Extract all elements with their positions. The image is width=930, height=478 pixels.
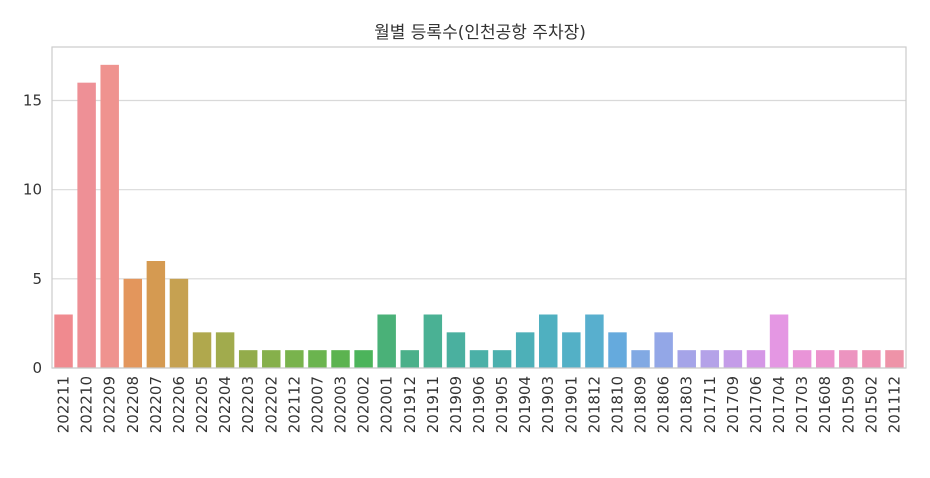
x-tick-label: 201703: [793, 376, 811, 433]
y-tick-label: 15: [23, 92, 42, 110]
bar-202002: [354, 350, 373, 368]
bar-201711: [700, 350, 720, 368]
bar-201704: [769, 314, 789, 368]
bar-201703: [792, 350, 812, 368]
x-tick-label: 201704: [770, 376, 788, 433]
bar-201809: [631, 350, 650, 368]
bar-202206: [169, 278, 189, 368]
bar-202112: [285, 350, 304, 368]
x-tick-label: 202007: [308, 376, 326, 433]
x-tick-label: 201706: [747, 376, 765, 433]
bars: [54, 64, 904, 369]
bar-201706: [746, 350, 766, 368]
bar-201709: [723, 350, 743, 368]
x-tick-label: 202001: [378, 376, 396, 433]
x-tick-label: 202209: [101, 376, 119, 433]
bar-202210: [77, 82, 96, 369]
bar-202007: [308, 350, 327, 368]
x-tick-label: 201904: [516, 376, 534, 433]
bar-201112: [885, 350, 904, 368]
bar-202001: [377, 314, 396, 368]
bar-201911: [423, 314, 443, 368]
x-tick-label: 201909: [447, 376, 465, 433]
bar-201903: [539, 314, 558, 368]
bar-202202: [262, 350, 281, 368]
x-tick-label: 201911: [424, 376, 442, 433]
x-tick-label: 201709: [724, 376, 742, 433]
x-tick-label: 202210: [78, 376, 96, 433]
x-tick-label: 202204: [216, 376, 234, 433]
bar-201608: [815, 350, 835, 368]
x-tick-label: 201608: [816, 376, 834, 433]
x-tick-label: 202211: [55, 376, 73, 433]
bar-202203: [238, 350, 258, 368]
x-tick-label: 202203: [239, 376, 257, 433]
x-tick-label: 201906: [470, 376, 488, 433]
bar-201803: [677, 350, 696, 368]
x-axis-ticks: 202211 202210 202209 202208 202207 202206 2022…: [55, 376, 904, 433]
x-tick-label: 201803: [678, 376, 696, 433]
y-axis-ticks: 0 5 10 15: [23, 92, 42, 378]
x-tick-label: 201905: [493, 376, 511, 433]
x-tick-label: 202202: [262, 376, 280, 433]
x-tick-label: 201711: [701, 376, 719, 433]
bar-201909: [446, 332, 466, 368]
bar-201502: [862, 350, 881, 368]
y-tick-label: 0: [32, 359, 42, 377]
x-tick-label: 202003: [332, 376, 350, 433]
bar-202209: [100, 64, 119, 368]
x-tick-label: 202112: [285, 376, 303, 433]
bar-201901: [562, 332, 581, 368]
x-tick-label: 201912: [401, 376, 419, 433]
bar-202204: [215, 332, 235, 368]
x-tick-label: 201112: [885, 376, 903, 433]
chart-title: 월별 등록수(인천공항 주차장): [374, 23, 586, 43]
x-tick-label: 201810: [608, 376, 626, 433]
x-tick-label: 202002: [355, 376, 373, 433]
bar-201509: [839, 350, 858, 368]
x-tick-label: 201901: [562, 376, 580, 433]
bar-202211: [54, 314, 73, 368]
x-tick-label: 201903: [539, 376, 557, 433]
bar-202207: [146, 261, 166, 368]
bar-201812: [585, 314, 604, 368]
bar-201905: [492, 350, 512, 368]
y-tick-label: 5: [32, 270, 42, 288]
bar-201904: [515, 332, 535, 368]
bar-201912: [400, 350, 419, 368]
x-tick-label: 202207: [147, 376, 165, 433]
x-tick-label: 201806: [655, 376, 673, 433]
x-tick-label: 201809: [632, 376, 650, 433]
x-tick-label: 202205: [193, 376, 211, 433]
x-tick-label: 201502: [862, 376, 880, 433]
bar-202003: [331, 350, 350, 368]
bar-202205: [192, 332, 212, 368]
x-tick-label: 201812: [585, 376, 603, 433]
bar-201810: [608, 332, 627, 368]
x-tick-label: 202208: [124, 376, 142, 433]
bar-201806: [654, 332, 673, 368]
plot-frame: [51, 46, 907, 369]
x-tick-label: 201509: [839, 376, 857, 433]
bar-202208: [123, 278, 143, 368]
y-tick-label: 10: [23, 181, 42, 199]
bar-201906: [469, 350, 489, 368]
x-tick-label: 202206: [170, 376, 188, 433]
